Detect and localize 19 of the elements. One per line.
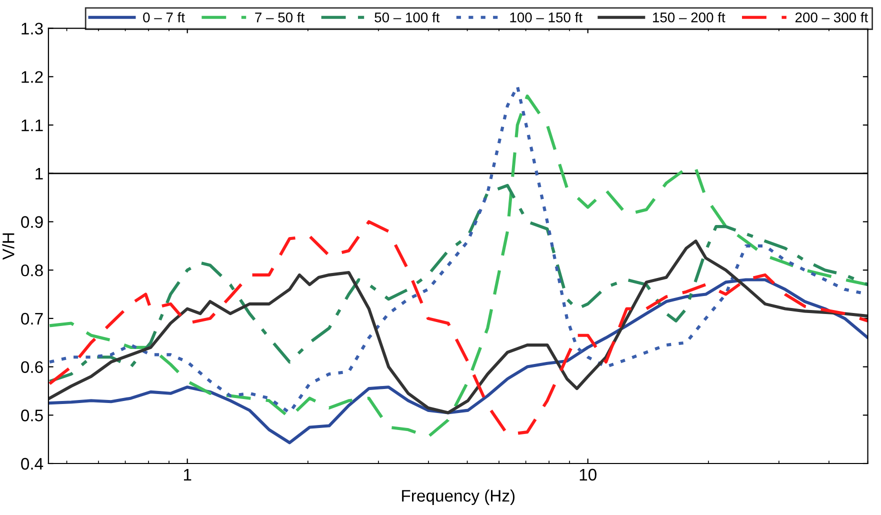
y-tick-label: 0.5 <box>21 410 43 422</box>
x-tick-label: 10 <box>580 468 596 481</box>
y-tick-label: 1.2 <box>22 71 43 83</box>
y-tick-label: 0.7 <box>21 312 43 325</box>
y-tick-label: 0.4 <box>21 458 44 470</box>
legend-label: 0 – 7 ft <box>143 12 185 22</box>
x-axis-title: Frequency (Hz) <box>402 489 515 505</box>
legend-label: 200 – 300 ft <box>795 12 868 22</box>
y-tick-label: 1.3 <box>22 22 43 35</box>
y-tick-label: 1 <box>36 168 43 180</box>
y-tick-label: 0.6 <box>21 361 43 373</box>
legend-label: 7 – 50 ft <box>255 12 305 22</box>
y-tick-label: 0.9 <box>21 216 43 228</box>
legend-label: 100 – 150 ft <box>510 12 582 22</box>
y-axis-title: V/H <box>2 233 14 260</box>
legend-label: 50 – 100 ft <box>374 12 440 22</box>
y-tick-label: 1.1 <box>22 120 43 132</box>
y-tick-label: 0.8 <box>21 264 43 276</box>
legend-label: 150 – 200 ft <box>653 12 726 22</box>
